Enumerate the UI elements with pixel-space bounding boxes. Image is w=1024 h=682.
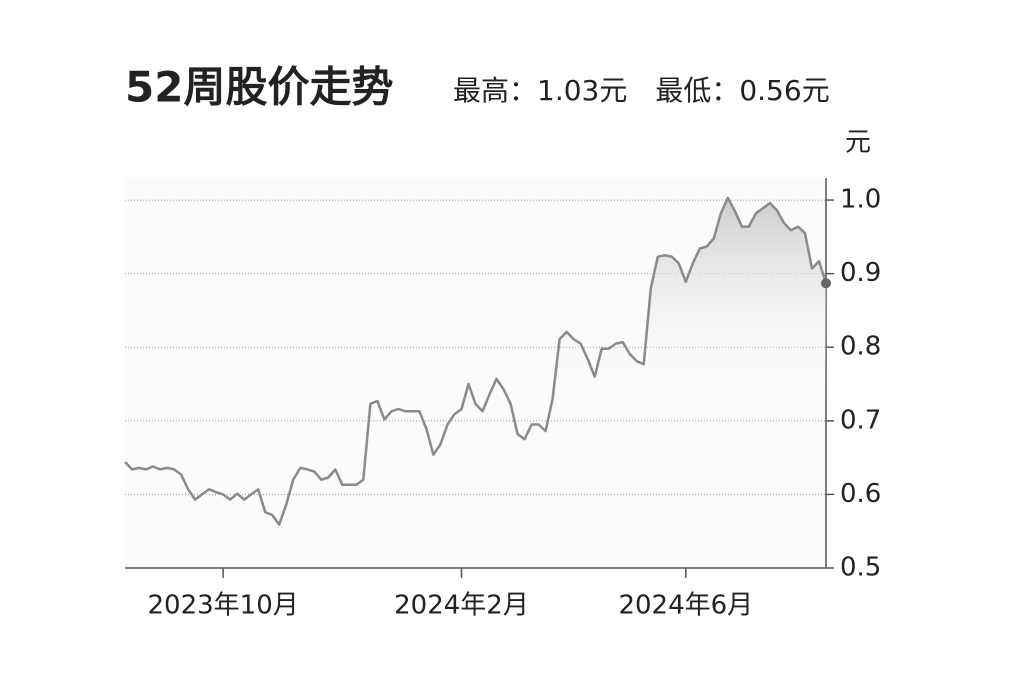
y-unit: 元 xyxy=(845,128,871,158)
y-tick-label: 0.6 xyxy=(840,479,881,509)
y-tick-label: 0.9 xyxy=(840,258,881,288)
line xyxy=(124,196,828,526)
y-tick-label: 0.5 xyxy=(840,553,881,583)
y-tick-label: 1.0 xyxy=(840,185,881,215)
x-tick-label: 2024年6月 xyxy=(618,591,753,621)
x-tick-label: 2024年2月 xyxy=(394,591,529,621)
x-tick-label: 2023年10月 xyxy=(148,591,299,621)
chart-title: 52周股价走势 xyxy=(125,63,393,112)
y-tick-label: 0.7 xyxy=(840,405,881,435)
end-marker xyxy=(821,278,831,289)
chart-subtitle: 最高：1.03元 最低：0.56元 xyxy=(453,74,830,107)
y-tick-label: 0.8 xyxy=(840,332,881,362)
